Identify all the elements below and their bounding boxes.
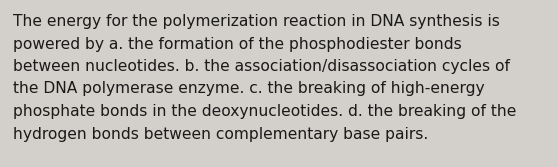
Text: powered by a. the formation of the phosphodiester bonds: powered by a. the formation of the phosp… bbox=[13, 37, 462, 51]
Text: phosphate bonds in the deoxynucleotides. d. the breaking of the: phosphate bonds in the deoxynucleotides.… bbox=[13, 104, 516, 119]
Text: hydrogen bonds between complementary base pairs.: hydrogen bonds between complementary bas… bbox=[13, 126, 428, 141]
Text: The energy for the polymerization reaction in DNA synthesis is: The energy for the polymerization reacti… bbox=[13, 14, 500, 29]
Text: the DNA polymerase enzyme. c. the breaking of high-energy: the DNA polymerase enzyme. c. the breaki… bbox=[13, 81, 485, 97]
Text: between nucleotides. b. the association/disassociation cycles of: between nucleotides. b. the association/… bbox=[13, 59, 510, 74]
